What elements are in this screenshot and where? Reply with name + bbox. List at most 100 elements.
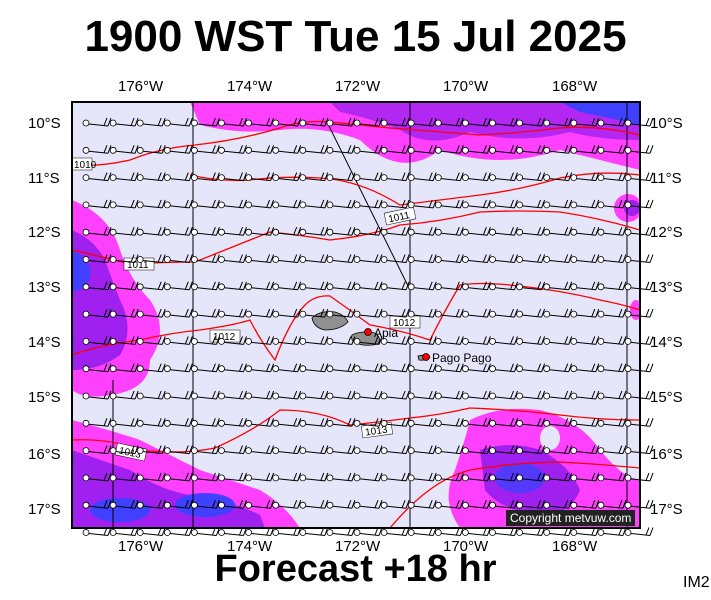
wind-station-marker — [218, 201, 225, 209]
wind-barb — [359, 390, 383, 400]
lon-label-top: 168°W — [552, 78, 598, 95]
wind-station-marker — [380, 529, 388, 536]
wind-station-marker — [543, 501, 551, 509]
wind-barb — [549, 145, 573, 154]
wind-station-marker — [597, 174, 605, 182]
wind-barb — [576, 281, 600, 291]
wind-barb — [576, 418, 600, 427]
wind-barb — [576, 172, 600, 182]
wind-station-marker — [543, 447, 551, 455]
wind-barb — [197, 172, 220, 182]
wind-station-marker — [326, 474, 334, 482]
wind-barb — [197, 199, 220, 209]
wind-barb — [468, 390, 491, 400]
wind-station-marker — [570, 365, 578, 373]
wind-barb — [170, 363, 193, 373]
wind-station-marker — [326, 228, 334, 236]
wind-station-marker — [136, 228, 144, 236]
wind-barb — [197, 363, 220, 373]
wind-barb — [414, 445, 437, 455]
wind-station-marker — [489, 447, 496, 455]
wind-barb — [332, 199, 356, 209]
wind-barb — [441, 445, 464, 455]
wind-station-marker — [597, 256, 605, 263]
wind-station-marker — [597, 146, 605, 154]
wind-station-marker — [407, 337, 415, 345]
wind-station-marker — [624, 174, 632, 182]
wind-barb — [468, 199, 491, 209]
wind-station-marker — [272, 447, 280, 455]
wind-station-marker — [109, 447, 117, 455]
wind-station-marker — [136, 256, 144, 263]
wind-barb — [522, 145, 546, 154]
wind-station-marker — [190, 365, 198, 373]
wind-barb — [441, 418, 464, 427]
wind-station-marker — [326, 337, 334, 345]
wind-station-marker — [597, 529, 605, 536]
wind-station-marker — [624, 310, 632, 318]
wind-barb — [387, 336, 410, 345]
wind-station-marker — [109, 529, 117, 536]
wind-station-marker — [516, 474, 523, 482]
wind-barb — [224, 199, 247, 209]
wind-barb — [414, 199, 437, 209]
wind-station-marker — [543, 228, 551, 236]
wind-barb — [359, 254, 383, 263]
lat-label-left: 10°S — [28, 115, 61, 132]
wind-station-marker — [82, 119, 90, 127]
wind-barb — [576, 445, 600, 455]
wind-barb — [305, 445, 329, 455]
lon-label-top: 174°W — [227, 78, 273, 95]
wind-barb — [359, 363, 383, 373]
wind-station-marker — [461, 337, 469, 345]
wind-station-marker — [570, 501, 578, 509]
wind-station-marker — [380, 201, 388, 209]
wind-barb — [143, 227, 166, 236]
wind-station-marker — [299, 529, 307, 536]
wind-barb — [359, 199, 383, 209]
wind-station-marker — [570, 392, 578, 400]
wind-station-marker — [299, 256, 307, 263]
copyright-notice: Copyright metvuw.com — [506, 510, 636, 526]
wind-barb — [224, 336, 247, 345]
wind-station-marker — [136, 119, 144, 127]
wind-station-marker — [461, 201, 469, 209]
wind-barb — [522, 227, 546, 236]
wind-station-marker — [299, 501, 307, 509]
wind-station-marker — [299, 337, 307, 345]
wind-station-marker — [299, 228, 307, 236]
wind-barb — [441, 254, 464, 263]
wind-barb — [576, 254, 600, 263]
wind-station-marker — [543, 310, 551, 318]
wind-station-marker — [543, 119, 551, 127]
wind-station-marker — [326, 256, 334, 263]
wind-barb — [468, 145, 491, 154]
wind-barb — [414, 308, 437, 318]
wind-barb — [88, 172, 112, 182]
wind-barb — [305, 172, 329, 182]
wind-station-marker — [543, 529, 551, 536]
wind-barb — [359, 445, 383, 455]
wind-barb — [522, 390, 546, 400]
wind-barb — [116, 117, 139, 127]
wind-barb — [576, 117, 600, 127]
wind-station-marker — [82, 201, 90, 209]
wind-station-marker — [380, 365, 388, 373]
city-markers: Apia Pago Pago — [364, 326, 492, 365]
wind-station-marker — [434, 337, 442, 345]
wind-barb — [278, 336, 302, 345]
wind-station-marker — [163, 283, 171, 291]
wind-station-marker — [407, 365, 415, 373]
wind-station-marker — [326, 365, 334, 373]
wind-barb — [143, 145, 166, 154]
wind-station-marker — [163, 419, 171, 427]
wind-barb — [305, 199, 329, 209]
wind-barb — [116, 418, 139, 427]
wind-station-marker — [380, 310, 388, 318]
wind-station-marker — [489, 119, 496, 127]
lon-label-bottom: 170°W — [443, 538, 489, 555]
wind-station-marker — [461, 119, 469, 127]
wind-station-marker — [516, 419, 523, 427]
wind-barb — [576, 472, 600, 482]
wind-station-marker — [272, 146, 280, 154]
